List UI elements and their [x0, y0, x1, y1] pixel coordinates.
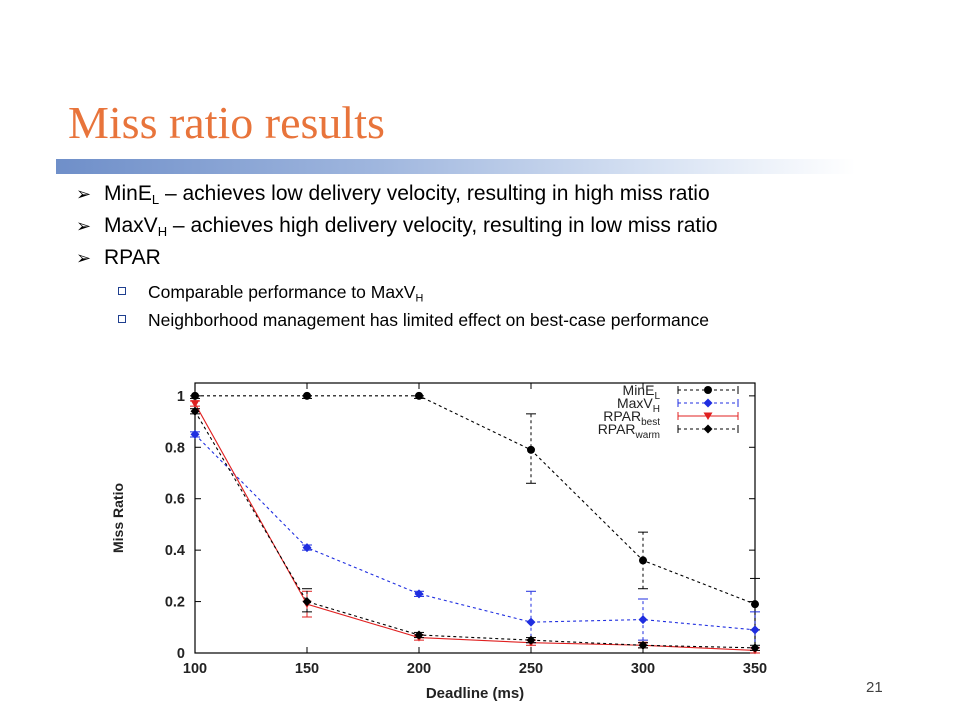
legend-label: MaxVH — [617, 395, 660, 415]
x-axis-label: Deadline (ms) — [426, 685, 524, 702]
bullet-mine: ➢ MinEL – achieves low delivery velocity… — [76, 178, 936, 210]
title-underline-bar — [56, 159, 856, 174]
legend-marker — [703, 398, 713, 408]
slide-title: Miss ratio results — [68, 97, 385, 148]
legend-marker — [703, 424, 713, 434]
data-point — [302, 597, 312, 607]
data-point — [638, 640, 648, 650]
data-point — [638, 615, 648, 625]
x-tick-label: 100 — [183, 661, 207, 677]
series-maxv-h — [190, 429, 760, 649]
legend-marker — [704, 386, 712, 394]
bullet-maxv: ➢ MaxVH – achieves high delivery velocit… — [76, 210, 936, 242]
data-point — [190, 400, 200, 408]
legend-label: RPARbest — [603, 408, 660, 428]
y-tick-label: 0 — [177, 646, 185, 662]
data-point — [527, 445, 535, 454]
data-point — [526, 617, 536, 627]
data-point — [639, 556, 647, 565]
data-point — [191, 391, 199, 400]
data-point — [526, 635, 536, 645]
y-tick-label: 0.6 — [165, 492, 185, 508]
data-point — [190, 429, 200, 439]
bullet-list: ➢ MinEL – achieves low delivery velocity… — [76, 178, 936, 330]
x-tick-label: 250 — [519, 661, 543, 677]
legend-label: MinEL — [623, 382, 661, 402]
arrow-bullet-icon: ➢ — [76, 216, 92, 236]
data-point — [414, 589, 424, 599]
series-line — [195, 395, 756, 605]
y-tick-label: 0.8 — [165, 440, 185, 456]
page-number: 21 — [866, 679, 883, 696]
y-tick-label: 0.2 — [165, 595, 185, 611]
series-mine-l — [190, 391, 760, 631]
data-point — [751, 600, 759, 609]
arrow-bullet-icon: ➢ — [76, 184, 92, 204]
data-point — [750, 643, 760, 653]
series-line — [194, 403, 756, 651]
arrow-bullet-icon: ➢ — [76, 248, 92, 268]
miss-ratio-chart: 100 150 200 250 300 350 0 0.2 0.4 0.6 0.8 1 Deadline… — [110, 382, 767, 702]
plot-frame — [194, 382, 756, 654]
x-tick-label: 300 — [631, 661, 655, 677]
series-rpar-best — [190, 400, 760, 655]
data-point — [190, 406, 200, 416]
y-tick-label: 0.4 — [165, 543, 185, 559]
y-axis-label: Miss Ratio — [110, 483, 126, 553]
series-line — [194, 411, 756, 649]
data-point — [414, 630, 424, 640]
data-point — [415, 391, 423, 400]
subbullet-neighborhood: Neighborhood management has limited effe… — [76, 310, 838, 330]
data-point — [302, 543, 312, 553]
square-bullet-icon — [118, 287, 126, 295]
x-tick-label: 350 — [743, 661, 767, 677]
series-line — [194, 434, 756, 631]
x-tick-label: 200 — [407, 661, 431, 677]
bullet-rpar: ➢ RPAR — [76, 242, 936, 274]
x-tick-label: 150 — [295, 661, 319, 677]
data-point — [750, 625, 760, 635]
square-bullet-icon — [118, 315, 126, 323]
data-point — [303, 391, 311, 400]
legend-marker — [703, 412, 713, 420]
series-rpar-warm — [190, 406, 760, 653]
y-tick-label: 1 — [177, 389, 185, 405]
legend-label: RPARwarm — [598, 421, 660, 441]
subbullet-comparable: Comparable performance to MaxVH — [76, 282, 838, 304]
